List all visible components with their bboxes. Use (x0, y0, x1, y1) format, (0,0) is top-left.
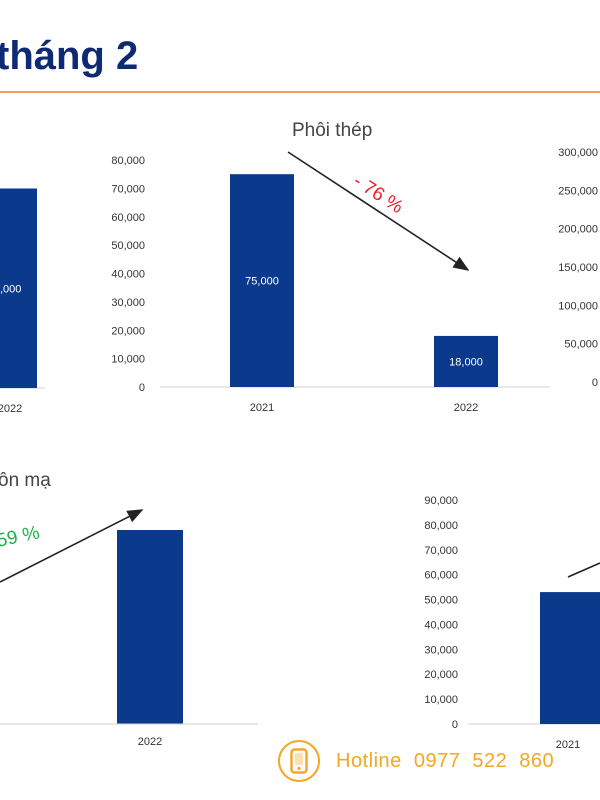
category-labels: 2021 2022 (250, 402, 478, 414)
y-tick-label: 200,000 (558, 224, 598, 236)
y-axis-ticks: 0 10,000 20,000 30,000 40,000 50,000 60,000 70,… (111, 155, 145, 394)
y-tick-label: 80,000 (111, 155, 145, 167)
title-divider (0, 91, 600, 93)
y-tick-label: 70,000 (111, 183, 145, 195)
category-label: 2022 (0, 403, 22, 415)
hotline-number: 0977 522 860 (413, 749, 555, 772)
change-label: 59 % (0, 522, 42, 552)
y-tick-label: 20,000 (111, 325, 145, 337)
chart-ton-ma: ôn mạ 59 % 2022 (0, 470, 258, 748)
y-tick-label: 0 (592, 377, 598, 389)
y-tick-label: 80,000 (424, 520, 458, 532)
chart-title: Phôi thép (292, 120, 372, 141)
bar-2021 (540, 592, 600, 724)
y-tick-label: 0 (452, 719, 458, 731)
y-tick-label: 10,000 (424, 694, 458, 706)
phone-icon (278, 740, 320, 782)
y-axis-ticks: 0 50,000 100,000 150,000 200,000 250,000 300,0… (558, 147, 598, 389)
y-tick-label: 250,000 (558, 185, 598, 197)
hotline-badge[interactable]: Hotline 0977 522 860 (278, 740, 554, 782)
y-tick-label: 300,000 (558, 147, 598, 159)
y-axis-ticks: 0 10,000 20,000 30,000 40,000 50,000 60,000 70,… (424, 495, 458, 731)
category-label: 2022 (454, 402, 478, 414)
chart-phoi-thep: Phôi thép 0 10,000 20,000 30,000 40,000 50,00… (111, 120, 550, 414)
y-tick-label: 60,000 (111, 212, 145, 224)
data-label: 75,000 (245, 276, 279, 288)
y-tick-label: 50,000 (564, 339, 598, 351)
y-tick-label: 60,000 (424, 570, 458, 582)
bar-2022 (434, 335, 498, 387)
page-title: tháng 2 (0, 34, 139, 78)
chart-right-top: 0 50,000 100,000 150,000 200,000 250,000 300,0… (558, 147, 598, 389)
y-tick-label: 70,000 (424, 545, 458, 557)
y-tick-label: 150,000 (558, 262, 598, 274)
data-labels: 75,000 18,000 (245, 276, 483, 369)
y-tick-label: 100,000 (558, 300, 598, 312)
data-label: 18,000 (449, 356, 483, 368)
chart-title: ôn mạ (0, 470, 51, 491)
bar-2021 (230, 174, 294, 387)
y-tick-label: 50,000 (111, 240, 145, 252)
bars (230, 174, 498, 387)
bar-2022 (0, 188, 37, 388)
hotline-label: Hotline (336, 749, 402, 772)
category-label: 2022 (138, 736, 162, 748)
hotline-text: Hotline 0977 522 860 (336, 750, 554, 773)
bars (0, 188, 37, 388)
bars (540, 592, 600, 724)
category-label: 2021 (250, 402, 274, 414)
data-label: ,000 (0, 283, 21, 295)
y-tick-label: 10,000 (111, 354, 145, 366)
trend-arrow (567, 562, 600, 578)
y-tick-label: 90,000 (424, 495, 458, 507)
chart-right-bottom: 0 10,000 20,000 30,000 40,000 50,000 60,000 70,… (424, 495, 600, 751)
trend-arrow (287, 151, 470, 271)
y-tick-label: 50,000 (424, 595, 458, 607)
y-tick-label: 30,000 (111, 297, 145, 309)
chart-left-top: ,000 2022 (0, 188, 45, 415)
y-tick-label: 30,000 (424, 644, 458, 656)
bar-2022 (117, 530, 183, 724)
category-label: 2021 (556, 739, 580, 751)
y-tick-label: 40,000 (424, 619, 458, 631)
y-tick-label: 0 (139, 382, 145, 394)
y-tick-label: 40,000 (111, 269, 145, 281)
y-tick-label: 20,000 (424, 669, 458, 681)
trend-arrow (0, 509, 144, 583)
